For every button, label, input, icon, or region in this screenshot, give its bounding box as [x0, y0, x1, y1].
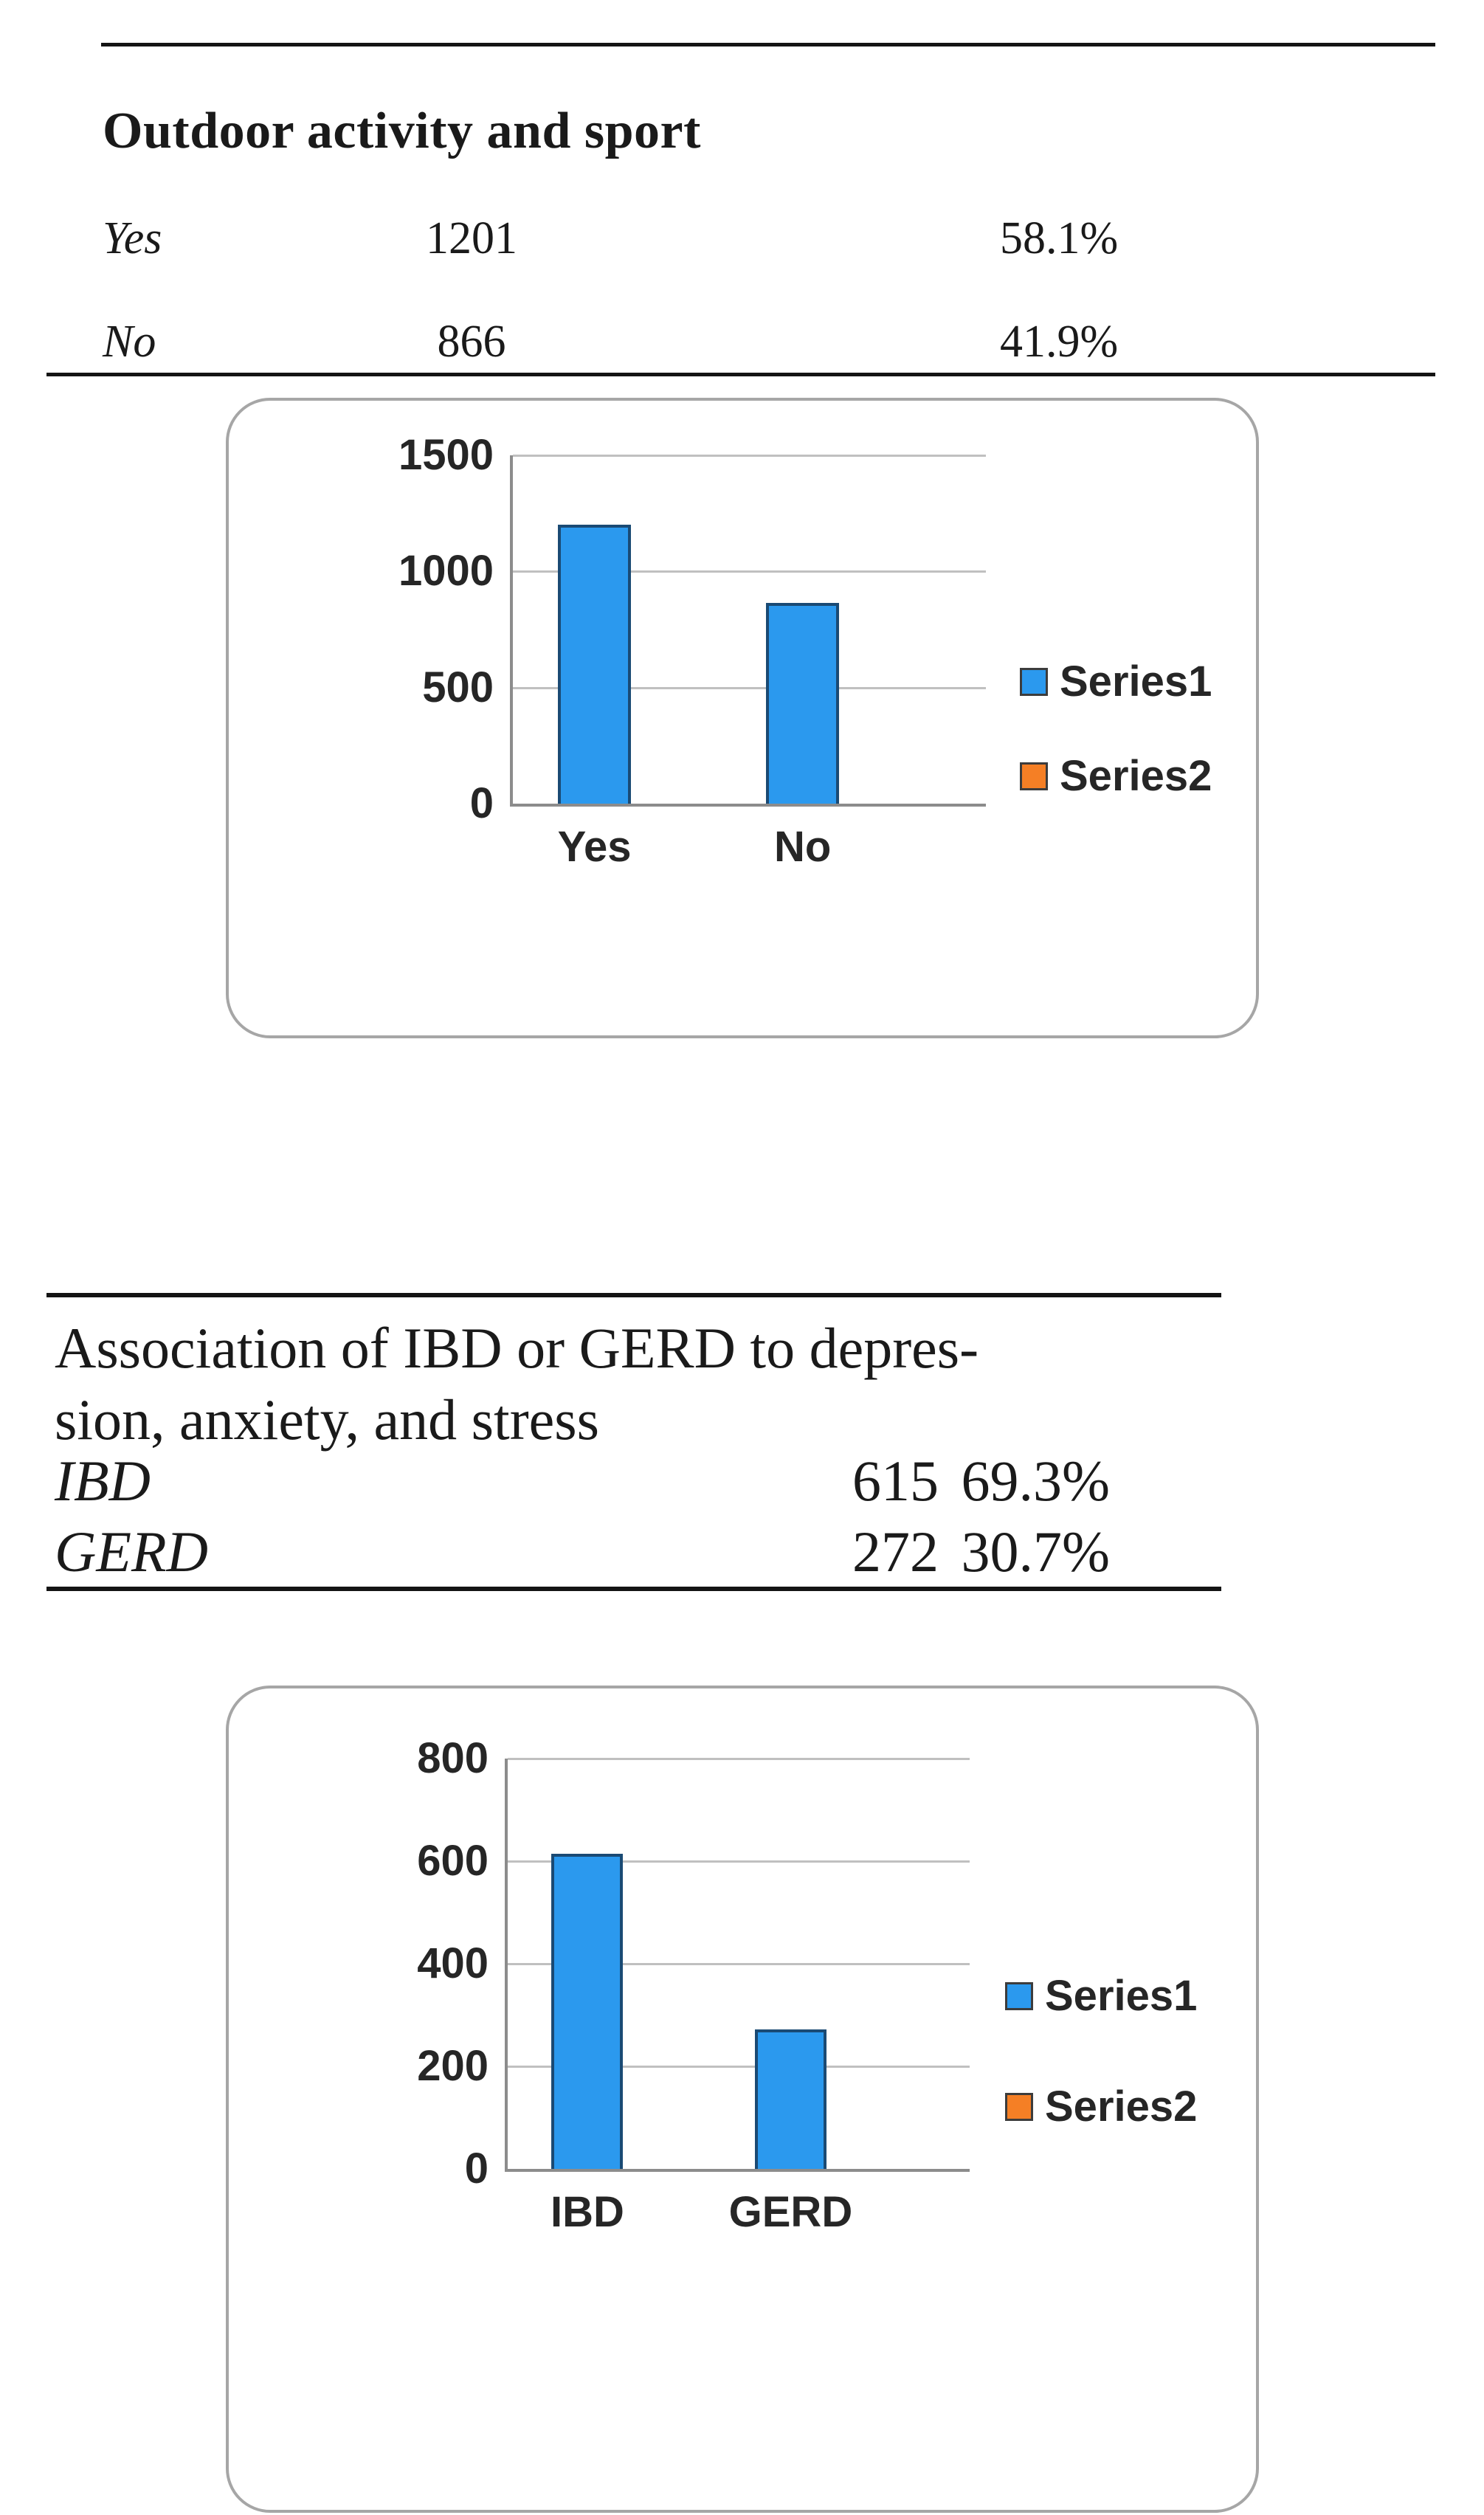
chart-plot-area: 0 500 1000 1500 Yes No: [398, 434, 986, 869]
table2-title: Association of IBD or GERD to depres- si…: [55, 1312, 979, 1455]
y-axis-tick-label: 1000: [398, 547, 494, 596]
row-count: 615: [852, 1449, 939, 1513]
row-label: IBD: [55, 1449, 151, 1513]
row-count: 272: [852, 1519, 939, 1584]
table2-top-rule: [46, 1293, 1221, 1297]
table2-title-line-1: Association of IBD or GERD to depres-: [55, 1316, 979, 1380]
table1-top-rule: [101, 43, 1435, 46]
y-axis-tick-label: 0: [464, 2145, 489, 2193]
legend-label: Series1: [1045, 1972, 1198, 2020]
row-label: Yes: [103, 213, 162, 263]
table-row: GERD 272 30.7%: [55, 1519, 1110, 1585]
legend-swatch-icon: [1020, 762, 1048, 790]
y-axis-tick-label: 1500: [398, 431, 494, 479]
legend-swatch-icon: [1005, 1982, 1033, 2010]
y-axis-tick-label: 600: [417, 1837, 489, 1885]
legend-item-series1: Series1: [1020, 660, 1212, 703]
row-spacer: [575, 213, 1000, 265]
row-percent: 69.3%: [961, 1449, 1110, 1513]
y-axis-tick-label: 400: [417, 1939, 489, 1987]
y-gridline: [513, 570, 986, 573]
x-axis-category-label: GERD: [728, 2188, 853, 2236]
row-percent: 30.7%: [961, 1519, 1110, 1584]
table-row: No 866 41.9%: [103, 316, 1438, 368]
bar-no: [765, 602, 840, 804]
row-count: 866: [437, 317, 506, 367]
y-gridline: [508, 2066, 970, 2068]
row-label: No: [103, 317, 156, 367]
table-row: Yes 1201 58.1%: [103, 213, 1438, 265]
legend-label: Series2: [1045, 2083, 1198, 2131]
y-axis-tick-label: 800: [417, 1734, 489, 1782]
chart-legend: Series1 Series2: [1020, 660, 1212, 798]
chart-plot-area: 0 200 400 600 800 IBD GERD: [417, 1737, 970, 2234]
chart-legend: Series1 Series2: [1005, 1975, 1197, 2128]
y-axis-tick-label: 0: [469, 779, 494, 827]
legend-label: Series2: [1060, 752, 1212, 800]
row-label: GERD: [55, 1519, 208, 1584]
y-gridline: [508, 1963, 970, 1965]
legend-swatch-icon: [1020, 668, 1048, 696]
legend-label: Series1: [1060, 658, 1212, 705]
legend-item-series2: Series2: [1020, 755, 1212, 798]
bar-gerd: [754, 2029, 826, 2169]
table-row: IBD 615 69.3%: [55, 1448, 1110, 1514]
y-axis-tick-label: 500: [422, 663, 494, 711]
table2-title-line-2: sion, anxiety, and stress: [55, 1387, 599, 1452]
legend-item-series1: Series1: [1005, 1975, 1197, 2018]
legend-swatch-icon: [1005, 2093, 1033, 2121]
row-spacer: [575, 316, 1000, 368]
x-axis-category-label: Yes: [557, 823, 632, 871]
row-percent: 58.1%: [1000, 213, 1119, 263]
y-gridline: [513, 455, 986, 457]
row-count: 1201: [426, 213, 517, 263]
y-gridline: [508, 1758, 970, 1760]
row-percent: 41.9%: [1000, 317, 1119, 367]
x-axis-category-label: IBD: [551, 2188, 624, 2236]
y-gridline: [508, 1860, 970, 1863]
bar-ibd: [551, 1853, 624, 2169]
legend-item-series2: Series2: [1005, 2086, 1197, 2128]
bar-chart-figure-2: 0 200 400 600 800 IBD GERD Series1 Series2: [226, 1686, 1259, 2513]
table1-bottom-rule: [46, 373, 1435, 376]
bar-chart-figure-1: 0 500 1000 1500 Yes No Series1 Series2: [226, 398, 1259, 1038]
table1-title: Outdoor activity and sport: [103, 103, 701, 159]
table2-bottom-rule: [46, 1587, 1221, 1591]
x-axis-category-label: No: [773, 823, 832, 871]
bar-yes: [557, 525, 632, 804]
y-axis-tick-label: 200: [417, 2042, 489, 2090]
y-gridline: [513, 686, 986, 689]
